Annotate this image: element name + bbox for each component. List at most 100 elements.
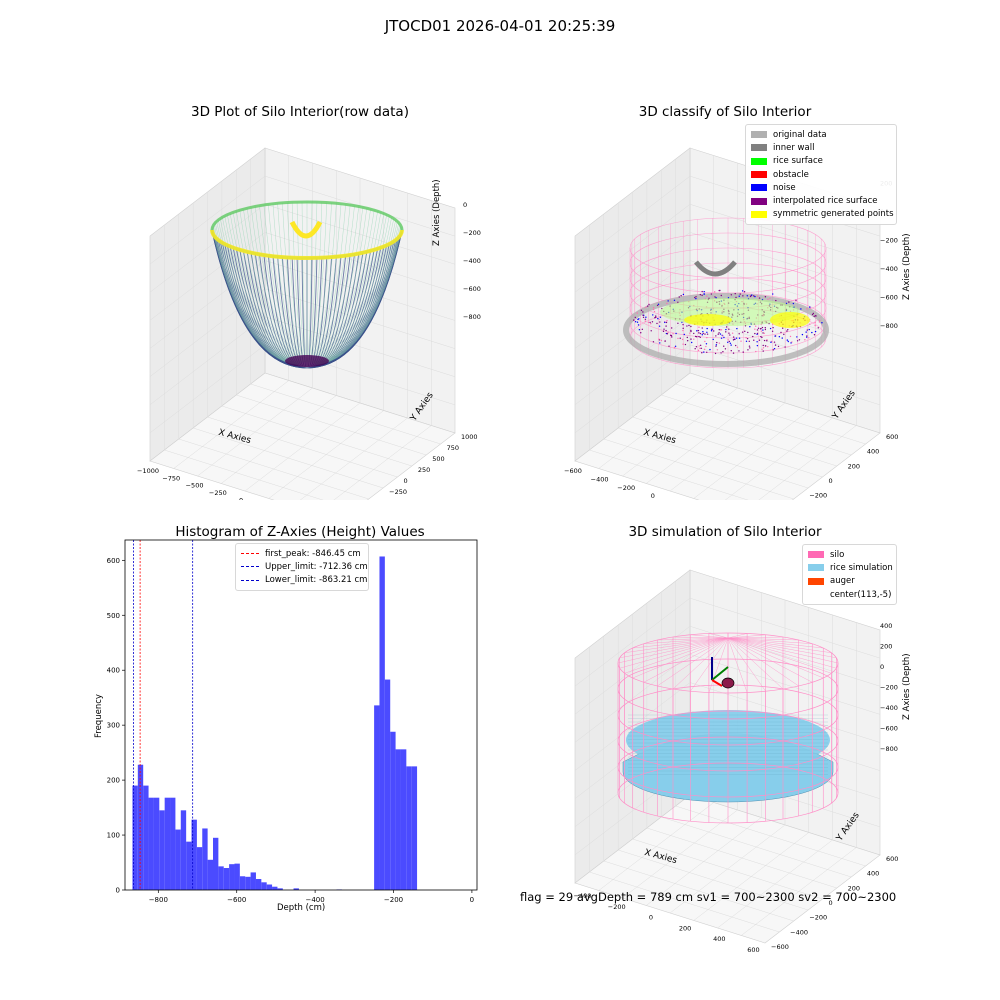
bowl-meridian — [214, 222, 298, 365]
grid-line — [264, 316, 456, 377]
point — [749, 347, 751, 349]
point — [804, 339, 806, 341]
legend-label: inner wall — [773, 142, 815, 153]
point — [696, 336, 698, 338]
silo-roof-line — [727, 637, 832, 674]
point — [659, 342, 661, 344]
point — [642, 311, 644, 313]
point — [806, 336, 808, 338]
simulation-z-tick: −400 — [880, 704, 898, 712]
point — [716, 341, 718, 344]
point — [770, 341, 772, 343]
point — [778, 336, 781, 338]
point — [664, 321, 666, 324]
legend-swatch — [808, 577, 824, 585]
x-tick-label: −400 — [305, 896, 324, 904]
point — [665, 325, 667, 327]
silo-roof-line — [727, 637, 813, 644]
legend-entry: original data — [751, 128, 891, 141]
point — [773, 341, 776, 343]
point — [722, 335, 724, 337]
point — [761, 326, 764, 329]
point — [740, 340, 742, 342]
grid-line — [149, 316, 266, 405]
silo-roof-line — [727, 636, 784, 639]
point — [764, 327, 766, 329]
point — [684, 343, 687, 346]
classify-y-tick: 200 — [848, 462, 860, 470]
legend-swatch — [808, 591, 824, 598]
legend-swatch — [751, 144, 767, 152]
point — [742, 295, 744, 297]
point — [698, 326, 700, 328]
point — [764, 328, 767, 331]
classify-points — [623, 217, 829, 369]
simulation-plot-title: 3D simulation of Silo Interior — [628, 524, 822, 540]
point — [674, 345, 677, 347]
grid-line — [164, 449, 324, 500]
simulation-x-tick: 400 — [713, 935, 725, 943]
point — [637, 318, 639, 321]
point — [636, 312, 638, 314]
point — [724, 348, 727, 350]
point — [734, 292, 736, 295]
raw-z-tick: −800 — [463, 313, 481, 321]
point — [769, 327, 772, 330]
histogram-bar — [159, 810, 165, 890]
point — [736, 346, 739, 348]
grid-line — [618, 849, 809, 911]
legend-label: auger — [830, 576, 855, 587]
point — [699, 332, 702, 335]
point — [753, 339, 755, 341]
simulation-z-tick: −200 — [880, 684, 898, 692]
silo-roof-line — [624, 637, 729, 674]
legend-label: silo — [830, 549, 845, 560]
grid-line — [758, 425, 857, 500]
point — [775, 299, 777, 302]
point — [683, 333, 685, 336]
simulation-z-tick: 0 — [880, 663, 884, 671]
legend-entry: center(113,-5) — [808, 588, 891, 601]
pane — [574, 372, 881, 500]
raw-3d-plot: −1000−750−500−25002505007501000−1000−750… — [137, 147, 481, 500]
legend-swatch — [808, 551, 824, 559]
histogram-bars — [132, 556, 418, 890]
point — [699, 347, 701, 350]
legend-entry: Upper_limit: -712.36 cm — [241, 560, 368, 573]
point — [634, 316, 637, 319]
raw-z-tick: −600 — [463, 285, 481, 293]
point — [701, 334, 703, 336]
silo-roof-line — [727, 637, 813, 683]
point — [762, 329, 764, 331]
point — [738, 337, 741, 339]
simulation-y-tick: −400 — [790, 928, 808, 936]
bowl-meridian — [316, 228, 403, 366]
histogram-bar — [245, 876, 251, 890]
point — [718, 332, 720, 334]
legend-swatch — [751, 171, 767, 179]
point — [706, 331, 708, 333]
silo-roof-line — [672, 636, 729, 639]
point — [791, 341, 793, 343]
point — [725, 328, 727, 331]
silo-roof-line — [632, 637, 729, 679]
point — [714, 296, 716, 298]
point — [732, 336, 735, 338]
point — [652, 308, 655, 311]
legend-label: first_peak: -846.45 cm — [265, 548, 361, 559]
point — [640, 332, 642, 334]
histogram-bar — [384, 679, 391, 890]
point — [773, 347, 776, 350]
auger — [721, 677, 735, 689]
original-data-ring — [623, 293, 829, 367]
point — [747, 349, 749, 351]
point — [752, 335, 754, 338]
histogram-bar — [213, 837, 219, 890]
point — [801, 333, 804, 336]
point — [699, 336, 701, 339]
silo-roof-line — [619, 637, 729, 658]
bowl-meridian — [316, 227, 402, 365]
histogram-bar — [411, 766, 418, 890]
histogram-bar — [379, 556, 385, 890]
y-tick-label: 200 — [107, 777, 120, 785]
